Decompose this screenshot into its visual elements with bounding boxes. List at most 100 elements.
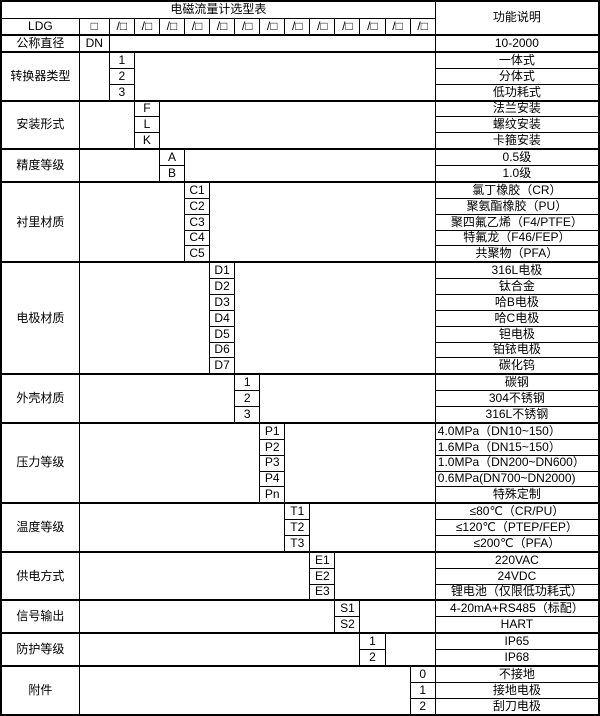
option-code: T2 <box>284 519 311 536</box>
section-label: 精度等级 <box>0 148 80 183</box>
option-code: D2 <box>209 278 236 296</box>
option-code: D5 <box>209 325 236 343</box>
model-slot: /□ <box>334 17 361 36</box>
model-slot: /□ <box>234 17 261 36</box>
option-function: 0.6MPa(DN700~DN2000) <box>434 470 600 488</box>
section-label: 衬里材质 <box>0 180 80 263</box>
option-code: D7 <box>209 357 236 375</box>
spacer-cell <box>133 50 436 102</box>
option-code: P2 <box>259 438 286 456</box>
option-code: 3 <box>234 406 261 424</box>
option-code: P1 <box>259 421 286 440</box>
section-label: 供电方式 <box>0 550 80 601</box>
table-row: 压力等级 P1 4.0MPa（DN10~150） <box>0 421 600 504</box>
model-slot: /□ <box>209 17 236 36</box>
table-row: 精度等级 A 0.5级 <box>0 148 600 183</box>
option-code: E3 <box>309 583 336 601</box>
option-function: 1.6MPa（DN15~150） <box>434 438 600 456</box>
option-code: 3 <box>108 83 135 102</box>
table-row: 供电方式 E1 220VAC <box>0 550 600 601</box>
option-function: 碳钢 <box>434 373 600 392</box>
spacer-cell <box>78 665 411 716</box>
table-row: 电极材质 D1 316L电极 <box>0 261 600 375</box>
table-row: 外壳材质 1 碳钢 <box>0 373 600 424</box>
spacer-cell <box>78 632 361 667</box>
option-code: C3 <box>183 213 211 231</box>
option-code: K <box>133 132 160 150</box>
model-prefix: LDG <box>0 17 80 36</box>
option-function: ≤120℃（PTEP/FEP） <box>434 519 600 536</box>
spacer-cell <box>234 261 436 375</box>
section-label: 电极材质 <box>0 261 80 375</box>
table-row: 安装形式 F 法兰安装 <box>0 99 600 150</box>
table-row: 防护等级 1 IP65 <box>0 632 600 667</box>
table-row: D6 铂铱电极 <box>1 341 600 359</box>
spacer-cell <box>384 632 436 667</box>
table-row: E3 锂电池（仅限低功耗式） <box>1 583 600 601</box>
spacer-cell <box>209 180 436 263</box>
table-row: C3 聚四氟乙烯（F4/PTFE） <box>1 213 600 231</box>
model-box-slot: □ <box>78 17 110 36</box>
option-function: 220VAC <box>434 550 600 569</box>
model-slot: /□ <box>108 17 135 36</box>
option-code: Pn <box>259 486 286 504</box>
option-function: IP65 <box>434 632 600 651</box>
model-slot: /□ <box>259 17 286 36</box>
option-function: 铂铱电极 <box>434 341 600 359</box>
option-function: 316L电极 <box>434 261 600 280</box>
model-slot: /□ <box>384 17 411 36</box>
table-row: P4 0.6MPa(DN700~DN2000) <box>1 470 600 488</box>
option-function: 钽电极 <box>434 325 600 343</box>
model-slot: /□ <box>158 17 186 36</box>
spacer-cell <box>184 148 436 183</box>
option-function: 0.5级 <box>434 148 600 167</box>
option-function: 特氟龙（F46/FEP） <box>434 229 600 247</box>
option-code: 1 <box>359 632 386 651</box>
table-row: 1 接地电极 <box>1 681 600 699</box>
section-label: 外壳材质 <box>0 373 80 424</box>
option-function: 卡箍安装 <box>434 132 600 150</box>
option-function: 哈C电极 <box>434 309 600 327</box>
option-code: 2 <box>234 390 261 408</box>
option-code: T3 <box>284 534 311 553</box>
option-code: 2 <box>108 67 135 85</box>
spacer-cell <box>78 421 261 504</box>
spacer-cell <box>78 99 135 150</box>
option-code: D3 <box>209 294 236 311</box>
spacer-cell <box>78 599 336 634</box>
spacer-cell <box>78 148 160 183</box>
option-function: 4.0MPa（DN10~150） <box>434 421 600 440</box>
option-function: 刮刀电极 <box>434 697 600 716</box>
table-row: C5 共聚物（PFA） <box>1 245 600 263</box>
option-function: 聚四氟乙烯（F4/PTFE） <box>434 213 600 231</box>
option-function: 法兰安装 <box>434 99 600 118</box>
section-label: 压力等级 <box>0 421 80 504</box>
table-row: T3 ≤200℃（PFA） <box>1 534 600 553</box>
table-row: D7 碳化钨 <box>1 357 600 375</box>
table-row: C4 特氟龙（F46/FEP） <box>1 229 600 247</box>
table-row: 衬里材质 C1 氯丁橡胶（CR） <box>0 180 600 263</box>
option-function: 316L不锈钢 <box>434 406 600 424</box>
option-function: IP68 <box>434 649 600 667</box>
option-code: S1 <box>334 599 361 618</box>
spacer-cell <box>78 502 286 553</box>
diameter-code: DN <box>78 34 110 53</box>
section-label: 防护等级 <box>0 632 80 667</box>
table-row: 2 304不锈钢 <box>1 390 600 408</box>
option-code: 2 <box>409 697 436 716</box>
model-slot: /□ <box>284 17 311 36</box>
option-code: 1 <box>409 681 436 699</box>
option-function: 不接地 <box>434 665 600 683</box>
option-function: 共聚物（PFA） <box>434 245 600 263</box>
model-slot: /□ <box>133 17 160 36</box>
option-function: 304不锈钢 <box>434 390 600 408</box>
option-code: D4 <box>209 309 236 327</box>
spacer-cell <box>78 550 311 601</box>
spacer-cell <box>259 373 436 424</box>
option-code: T1 <box>284 502 311 521</box>
option-function: HART <box>434 616 600 634</box>
spacer-cell <box>78 50 110 102</box>
option-function: ≤80℃（CR/PU） <box>434 502 600 521</box>
option-function: 24VDC <box>434 567 600 585</box>
